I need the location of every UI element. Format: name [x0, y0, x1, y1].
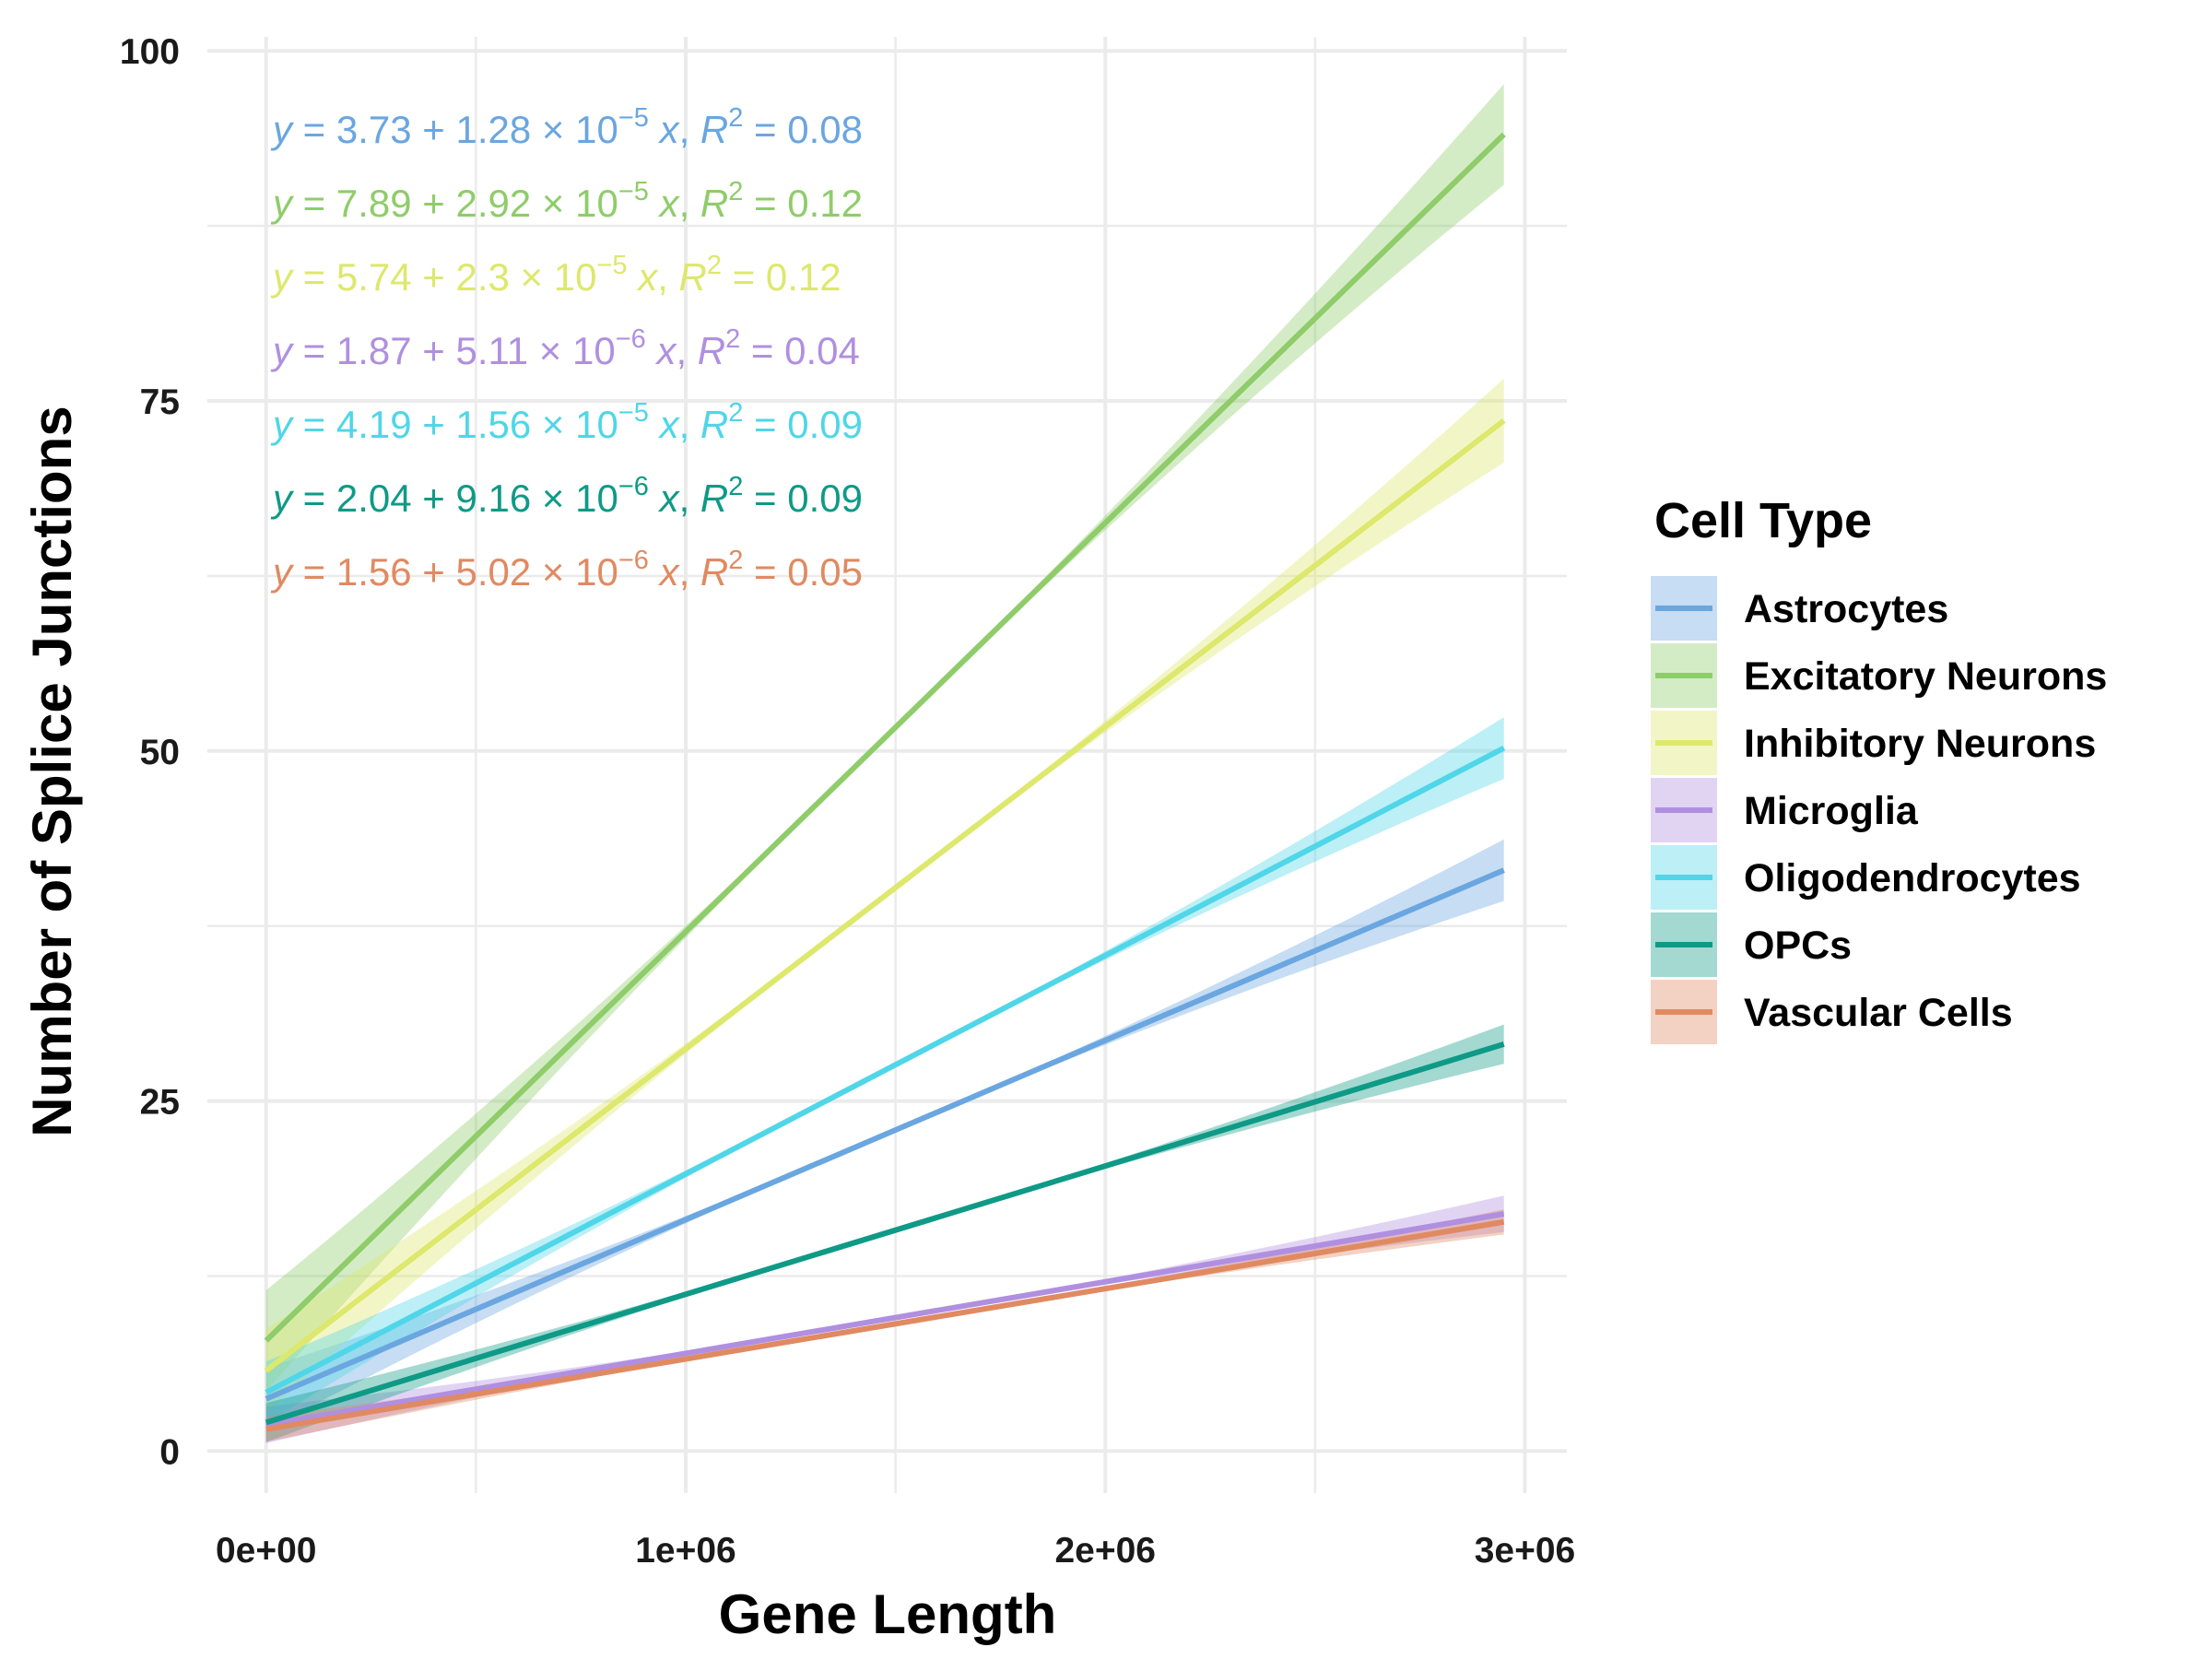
legend-label: Astrocytes [1744, 587, 1948, 631]
equation-label: y = 1.56 + 5.02 × 10−6 x, R2 = 0.05 [270, 546, 863, 594]
legend: Cell Type Astrocytes Excitatory Neurons In… [1651, 493, 2107, 1044]
x-axis-title: Gene Length [719, 1583, 1057, 1645]
y-tick-label: 25 [140, 1083, 180, 1123]
regression-equations: y = 3.73 + 1.28 × 10−5 x, R2 = 0.08 y = 7… [270, 103, 863, 594]
y-tick-label: 100 [120, 32, 180, 72]
x-tick-label: 3e+06 [1475, 1531, 1576, 1571]
x-tick-label: 2e+06 [1054, 1531, 1156, 1571]
regression-lines [264, 132, 1506, 1432]
legend-label: Microglia [1744, 789, 1919, 833]
regression-line [265, 867, 1505, 1402]
equation-label: y = 7.89 + 2.92 × 10−5 x, R2 = 0.12 [270, 177, 863, 225]
equation-label: y = 1.87 + 5.11 × 10−6 x, R2 = 0.04 [270, 324, 860, 372]
regression-line [264, 418, 1506, 1373]
legend-title: Cell Type [1654, 493, 1872, 548]
regression-line [264, 132, 1506, 1343]
y-axis-title: Number of Splice Junctions [21, 406, 83, 1136]
x-tick-label: 1e+06 [635, 1531, 736, 1571]
equation-label: y = 5.74 + 2.3 × 10−5 x, R2 = 0.12 [270, 251, 841, 299]
y-axis-ticks: 0 25 50 75 100 [120, 32, 180, 1472]
y-tick-label: 0 [159, 1432, 180, 1472]
y-tick-label: 50 [140, 733, 180, 772]
legend-label: Oligodendrocytes [1744, 856, 2081, 900]
legend-label: Vascular Cells [1744, 991, 2013, 1035]
regression-line [265, 1041, 1505, 1426]
equation-label: y = 2.04 + 9.16 × 10−6 x, R2 = 0.09 [270, 472, 863, 520]
legend-label: Excitatory Neurons [1744, 654, 2107, 699]
x-tick-label: 0e+00 [216, 1531, 317, 1571]
equation-label: y = 3.73 + 1.28 × 10−5 x, R2 = 0.08 [270, 103, 863, 151]
legend-label: OPCs [1744, 924, 1852, 968]
grid [207, 37, 1567, 1493]
legend-label: Inhibitory Neurons [1744, 722, 2096, 766]
equation-label: y = 4.19 + 1.56 × 10−5 x, R2 = 0.09 [270, 398, 863, 446]
x-axis-ticks: 0e+00 1e+06 2e+06 3e+06 [216, 1531, 1575, 1571]
regression-line [265, 1218, 1505, 1432]
y-tick-label: 75 [140, 382, 180, 422]
regression-line [265, 1211, 1505, 1428]
regression-line [265, 745, 1506, 1395]
